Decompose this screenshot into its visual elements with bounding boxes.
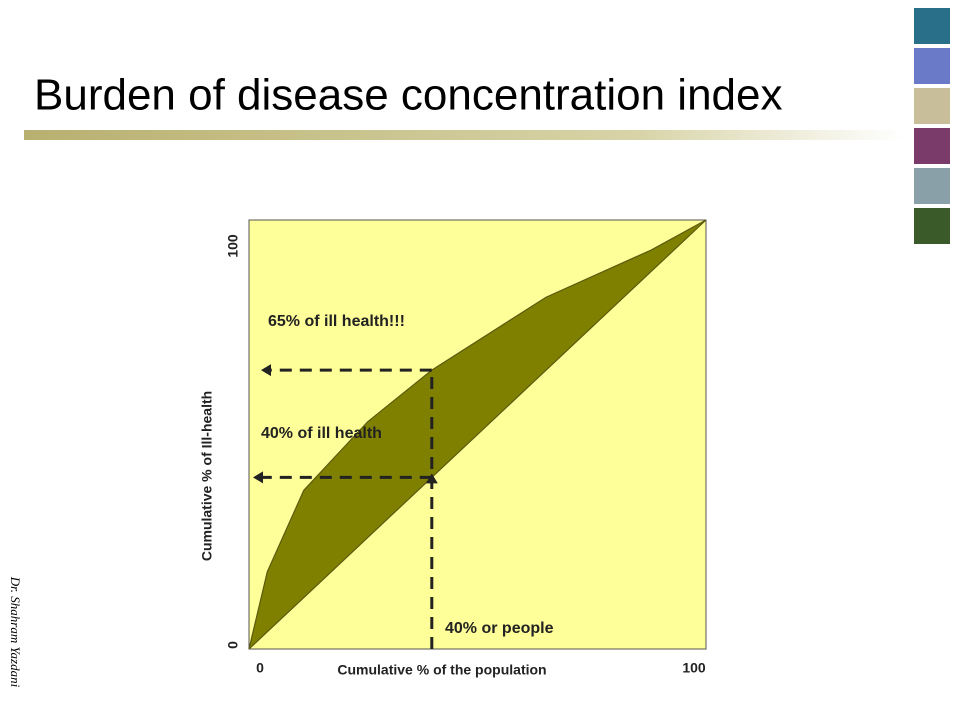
slide-title: Burden of disease concentration index (34, 71, 783, 120)
reference-arrowhead (253, 471, 263, 484)
series-line (248, 219, 707, 650)
series-line (248, 219, 707, 650)
x-axis-label: Cumulative % of the population (337, 662, 546, 678)
icon (914, 168, 950, 204)
icon (914, 208, 950, 244)
annotation: 40% of ill health (261, 425, 382, 442)
annotation: 40% or people (445, 620, 554, 637)
icons (914, 8, 950, 244)
y-tick-label: 0 (225, 641, 241, 649)
y-tick-label: 100 (225, 234, 241, 258)
icon (914, 48, 950, 84)
x-tick-label: 100 (682, 660, 706, 676)
x-tick-label: 0 (256, 660, 264, 676)
title-bar (24, 130, 904, 140)
reference-arrowhead (261, 364, 271, 377)
icon (914, 128, 950, 164)
icon (914, 8, 950, 44)
icon (914, 88, 950, 124)
annotation: 65% of ill health!!! (268, 313, 405, 330)
watermark: Dr. Shahram Yazdani (8, 576, 23, 688)
y-axis-label: Cumulative % of Ill-health (199, 391, 215, 561)
chart: 0 100 0 100 Cumulative % of the population Cu… (199, 219, 707, 678)
